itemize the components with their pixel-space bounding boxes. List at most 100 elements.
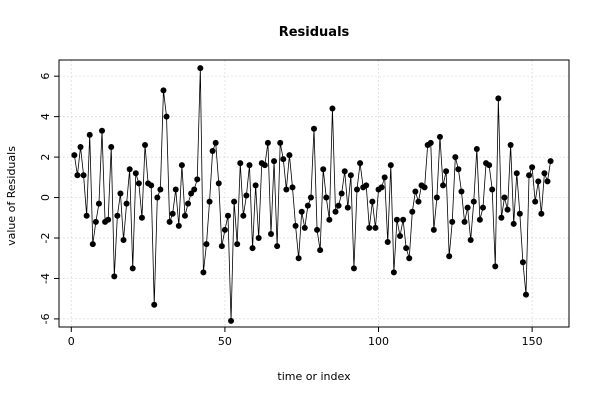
- data-point: [372, 224, 379, 231]
- data-point: [178, 162, 185, 169]
- data-point: [433, 194, 440, 201]
- data-point: [470, 198, 477, 205]
- data-point: [363, 182, 370, 189]
- data-point: [412, 188, 419, 195]
- data-point: [366, 224, 373, 231]
- data-point: [92, 218, 99, 225]
- data-point: [120, 237, 127, 244]
- data-point: [231, 198, 238, 205]
- data-point: [283, 186, 290, 193]
- data-point: [409, 208, 416, 215]
- data-point: [501, 194, 508, 201]
- data-point: [105, 216, 112, 223]
- data-point: [166, 218, 173, 225]
- y-tick-label: -2: [39, 233, 52, 244]
- data-point: [172, 186, 179, 193]
- data-point: [203, 241, 210, 248]
- chart-title: Residuals: [279, 25, 350, 40]
- x-tick-label: 50: [218, 335, 232, 348]
- data-point: [403, 245, 410, 252]
- data-point: [323, 194, 330, 201]
- data-point: [522, 291, 529, 298]
- data-point: [390, 269, 397, 276]
- data-point: [255, 235, 262, 241]
- residuals-line: [73, 68, 551, 321]
- data-point: [267, 230, 274, 237]
- data-point: [397, 232, 404, 239]
- data-point: [142, 141, 149, 148]
- data-point: [240, 212, 247, 219]
- data-point: [440, 182, 447, 189]
- data-point: [237, 160, 244, 167]
- data-point: [295, 255, 302, 262]
- data-point: [163, 113, 170, 120]
- y-tick-label: 6: [39, 73, 52, 80]
- data-point: [338, 190, 345, 197]
- data-point: [246, 162, 253, 169]
- data-point: [89, 241, 96, 248]
- data-point: [151, 301, 158, 308]
- data-point: [516, 210, 523, 217]
- data-point: [532, 198, 539, 205]
- data-point: [507, 141, 514, 148]
- data-point: [347, 172, 354, 179]
- y-tick-label: 0: [39, 194, 52, 201]
- data-point: [154, 194, 161, 201]
- data-point: [458, 188, 465, 195]
- data-point: [271, 158, 278, 165]
- data-point: [292, 222, 299, 229]
- data-point: [381, 174, 388, 181]
- data-point: [123, 200, 130, 207]
- y-tick-label: -6: [39, 313, 52, 324]
- data-point: [436, 133, 443, 140]
- data-point: [464, 204, 471, 211]
- data-point: [135, 180, 142, 187]
- data-point: [538, 210, 545, 217]
- data-point: [498, 214, 505, 221]
- data-point: [369, 198, 376, 205]
- data-point: [400, 216, 407, 223]
- data-point: [311, 125, 317, 132]
- data-point: [277, 139, 284, 146]
- data-point: [160, 87, 167, 94]
- data-point: [249, 245, 256, 252]
- data-point: [329, 105, 336, 112]
- data-point: [430, 226, 437, 233]
- data-point: [114, 212, 121, 219]
- data-point: [307, 194, 314, 201]
- data-point: [264, 139, 271, 146]
- data-point: [326, 216, 333, 223]
- data-point: [455, 166, 462, 173]
- data-point: [504, 206, 511, 213]
- data-point: [83, 212, 90, 219]
- data-point: [415, 198, 422, 205]
- data-point: [449, 218, 456, 225]
- data-point: [212, 139, 219, 146]
- data-point: [519, 259, 526, 266]
- data-point: [228, 317, 235, 324]
- data-point: [191, 186, 198, 193]
- plot-area-frame: [58, 59, 570, 328]
- data-point: [535, 178, 542, 185]
- data-point: [175, 222, 182, 229]
- y-tick-label: 4: [39, 113, 52, 120]
- data-point: [132, 170, 139, 177]
- data-point: [86, 131, 93, 138]
- data-point: [421, 184, 428, 191]
- data-point: [314, 226, 321, 233]
- data-point: [181, 212, 188, 219]
- data-point: [350, 265, 357, 272]
- data-point: [252, 182, 259, 189]
- data-point: [495, 95, 502, 102]
- data-point: [169, 210, 176, 217]
- data-point: [194, 176, 201, 183]
- data-point: [286, 152, 293, 159]
- data-point: [406, 255, 413, 262]
- x-axis-label: time or index: [277, 370, 351, 383]
- data-point: [452, 154, 459, 161]
- data-point: [234, 241, 241, 248]
- data-point: [243, 192, 250, 199]
- data-point: [304, 202, 311, 209]
- x-tick-label: 0: [68, 335, 75, 348]
- data-point: [138, 214, 145, 221]
